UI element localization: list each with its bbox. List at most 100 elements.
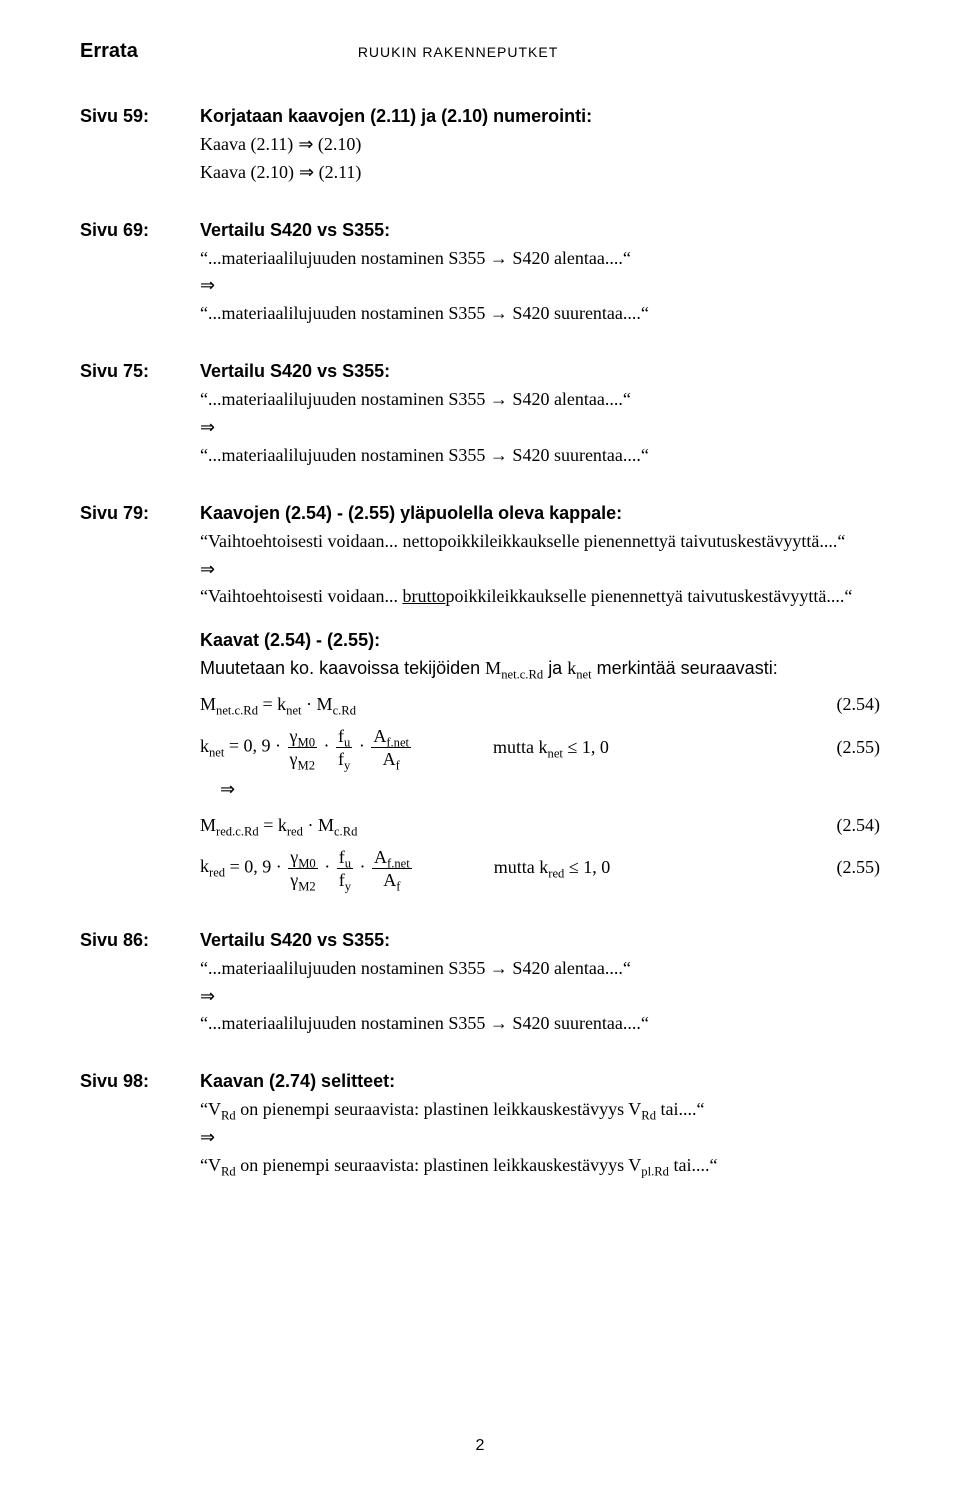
arrow: ⇒	[299, 162, 319, 182]
fraction: fu fy	[336, 727, 352, 768]
symbol: kred	[278, 815, 303, 835]
symbol: Mnet.c.Rd	[200, 694, 258, 714]
quote: “VRd on pienempi seuraavista: plastinen …	[200, 1096, 880, 1124]
section-body: Vertailu S420 vs S355: “...materiaaliluj…	[200, 217, 880, 329]
formula-row: kred = 0, 9 · γM0 γM2 · fu fy · Af.net A…	[200, 848, 880, 889]
fraction: Af.net Af	[372, 848, 412, 889]
arrow: ⇒	[200, 414, 880, 442]
symbol: knet	[200, 736, 224, 756]
symbol: knet	[539, 737, 563, 757]
leq: ≤ 1, 0	[569, 857, 610, 877]
heading: Vertailu S420 vs S355:	[200, 358, 880, 386]
mutta: mutta	[493, 737, 534, 757]
dot: ·	[306, 694, 317, 714]
condition: mutta knet ≤ 1, 0	[413, 734, 820, 762]
formula: Mnet.c.Rd = knet · Mc.Rd	[200, 691, 356, 719]
formula: kred = 0, 9 · γM0 γM2 · fu fy · Af.net A…	[200, 848, 414, 889]
text: poikkileikkaukselle pienennettyä taivutu…	[438, 531, 845, 551]
heading: Vertailu S420 vs S355:	[200, 217, 880, 245]
arrow: ⇒	[200, 1124, 880, 1152]
subheading: Kaavat (2.54) - (2.55):	[200, 627, 880, 655]
symbol: VRd	[208, 1099, 236, 1119]
section-body: Vertailu S420 vs S355: “...materiaaliluj…	[200, 358, 880, 470]
arrow: ⇒	[200, 983, 880, 1011]
quote: “...materiaalilujuuden nostaminen S355 →…	[200, 955, 880, 983]
section-label: Sivu 75:	[80, 358, 200, 470]
arrow: ⇒	[200, 272, 880, 300]
header: Errata RUUKIN RAKENNEPUTKET	[80, 40, 880, 63]
section-body: Korjataan kaavojen (2.11) ja (2.10) nume…	[200, 103, 880, 187]
const: = 0, 9 ·	[229, 736, 281, 756]
quote: “VRd on pienempi seuraavista: plastinen …	[200, 1152, 880, 1180]
condition: mutta kred ≤ 1, 0	[414, 854, 820, 882]
quote: “Vaihtoehtoisesti voidaan... bruttopoikk…	[200, 583, 880, 611]
line: Kaava (2.11) ⇒ (2.10)	[200, 131, 880, 159]
arrow: ⇒	[220, 776, 880, 804]
fraction: Af.net Af	[371, 727, 411, 768]
symbol: kred	[200, 856, 225, 876]
section-sivu-59: Sivu 59: Korjataan kaavojen (2.11) ja (2…	[80, 103, 880, 187]
line: Kaava (2.10) ⇒ (2.11)	[200, 159, 880, 187]
eq-number: (2.55)	[820, 734, 880, 762]
arrow: ⇒	[200, 556, 880, 584]
section-body: Kaavan (2.74) selitteet: “VRd on pienemp…	[200, 1068, 880, 1180]
quote: “...materiaalilujuuden nostaminen S355 →…	[200, 300, 880, 328]
section-sivu-69: Sivu 69: Vertailu S420 vs S355: “...mate…	[80, 217, 880, 329]
header-left: Errata	[80, 40, 138, 63]
text: netto	[402, 531, 438, 551]
section-sivu-98: Sivu 98: Kaavan (2.74) selitteet: “VRd o…	[80, 1068, 880, 1180]
formula-row: Mred.c.Rd = kred · Mc.Rd (2.54)	[200, 812, 880, 840]
text: Kaava (2.10)	[200, 162, 294, 182]
dot: ·	[324, 856, 330, 876]
dot: ·	[307, 815, 318, 835]
symbol: kred	[539, 857, 564, 877]
text: Kaava (2.11)	[200, 134, 293, 154]
text: on pienempi seuraavista: plastinen leikk…	[236, 1155, 629, 1175]
dot: ·	[360, 856, 366, 876]
eq-number: (2.54)	[820, 691, 880, 719]
section-sivu-75: Sivu 75: Vertailu S420 vs S355: “...mate…	[80, 358, 880, 470]
fraction: γM0 γM2	[288, 727, 317, 768]
heading: Kaavan (2.74) selitteet:	[200, 1068, 880, 1096]
text: “	[200, 1099, 208, 1119]
symbol: Vpl.Rd	[628, 1155, 669, 1175]
heading: Korjataan kaavojen (2.11) ja (2.10) nume…	[200, 103, 880, 131]
symbol: knet	[277, 694, 301, 714]
text: “Vaihtoehtoisesti voidaan...	[200, 586, 402, 606]
symbol: VRd	[208, 1155, 236, 1175]
section-label: Sivu 59:	[80, 103, 200, 187]
spacer	[200, 611, 880, 627]
text: on pienempi seuraavista: plastinen leikk…	[236, 1099, 629, 1119]
fraction: γM0 γM2	[288, 848, 317, 889]
quote: “...materiaalilujuuden nostaminen S355 →…	[200, 1010, 880, 1038]
text: merkintää seuraavasti:	[597, 658, 778, 678]
eq-number: (2.55)	[820, 854, 880, 882]
dot: ·	[324, 736, 330, 756]
formula-row: knet = 0, 9 · γM0 γM2 · fu fy · Af.net A…	[200, 727, 880, 768]
text: (2.10)	[318, 134, 362, 154]
symbol: Mred.c.Rd	[200, 815, 259, 835]
text: ja	[548, 658, 567, 678]
arrow: ⇒	[298, 134, 318, 154]
text: tai....“	[656, 1099, 704, 1119]
formula-row: Mnet.c.Rd = knet · Mc.Rd (2.54)	[200, 691, 880, 719]
page: Errata RUUKIN RAKENNEPUTKET Sivu 59: Kor…	[0, 0, 960, 1485]
quote: “...materiaalilujuuden nostaminen S355 →…	[200, 442, 880, 470]
symbol: VRd	[628, 1099, 656, 1119]
text: “	[200, 1155, 208, 1175]
leq: ≤ 1, 0	[567, 737, 608, 757]
text: “Vaihtoehtoisesti voidaan...	[200, 531, 402, 551]
section-sivu-79: Sivu 79: Kaavojen (2.54) - (2.55) yläpuo…	[80, 500, 880, 897]
section-body: Kaavojen (2.54) - (2.55) yläpuolella ole…	[200, 500, 880, 897]
text: tai....“	[669, 1155, 717, 1175]
symbol: knet	[567, 658, 591, 678]
text: poikkileikkaukselle pienennettyä taivutu…	[445, 586, 852, 606]
quote: “...materiaalilujuuden nostaminen S355 →…	[200, 386, 880, 414]
section-label: Sivu 98:	[80, 1068, 200, 1180]
quote: “...materiaalilujuuden nostaminen S355 →…	[200, 245, 880, 273]
page-number: 2	[0, 1437, 960, 1455]
section-label: Sivu 86:	[80, 927, 200, 1039]
const: = 0, 9 ·	[230, 856, 282, 876]
intro: Muutetaan ko. kaavoissa tekijöiden Mnet.…	[200, 655, 880, 683]
quote: “Vaihtoehtoisesti voidaan... nettopoikki…	[200, 528, 880, 556]
